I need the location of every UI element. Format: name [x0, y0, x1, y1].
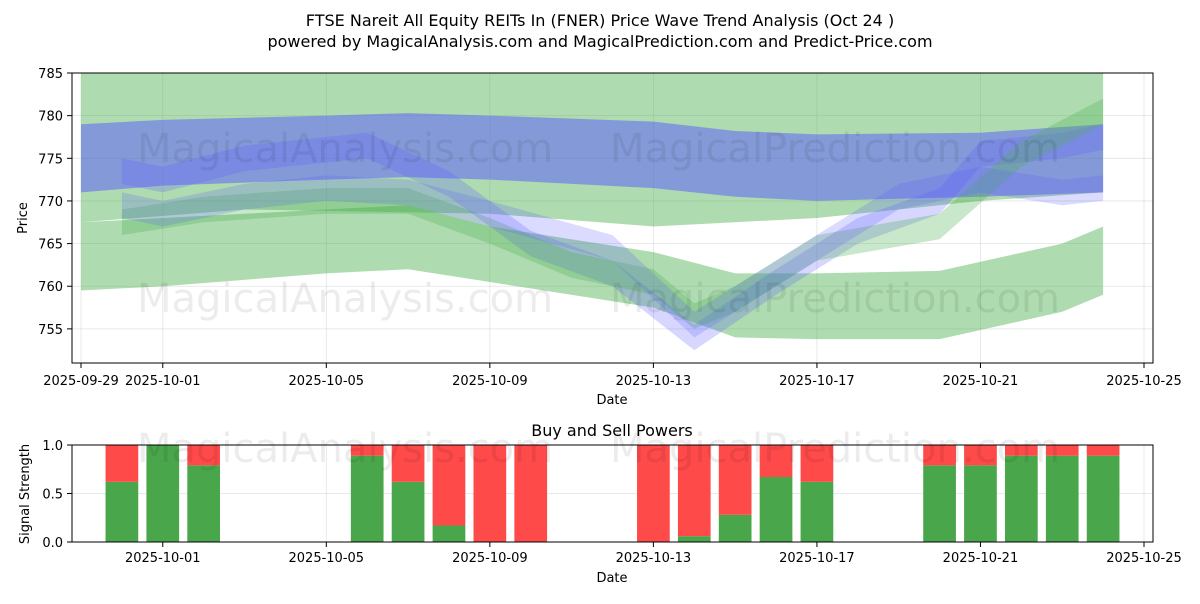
signal-x-tick-label: 2025-10-17 [779, 551, 855, 566]
signal-bars [105, 445, 1120, 542]
price-wave-bands [81, 73, 1104, 351]
price-x-tick-label: 2025-10-05 [289, 374, 365, 389]
sell-bar [800, 445, 834, 482]
sell-bar [637, 445, 670, 542]
price-x-tick-label: 2025-09-29 [43, 374, 119, 389]
watermark-top-right-1: MagicalPrediction.com [610, 126, 1060, 172]
buy-bar [391, 481, 425, 542]
price-axes-frame [71, 72, 1154, 364]
signal-x-tick-label: 2025-10-21 [943, 551, 1019, 566]
buy-bar [677, 536, 711, 542]
buy-bar [187, 465, 221, 542]
price-ticks: 2025-09-29 2025-10-01 2025-10-05 2025-10-09… [38, 67, 1182, 389]
band-green-lower-wide [81, 205, 1104, 340]
sell-bar [1004, 445, 1038, 456]
price-panel: MagicalAnalysis.com MagicalPrediction.co… [16, 67, 1182, 408]
price-y-tick-label: 760 [38, 280, 63, 295]
buy-bar [1045, 455, 1079, 542]
band-wave-path-1 [121, 124, 1104, 351]
chart-title-line1: FTSE Nareit All Equity REITs In (FNER) P… [306, 11, 894, 30]
price-x-tick-label: 2025-10-25 [1106, 374, 1182, 389]
price-y-tick-label: 775 [38, 152, 63, 167]
signal-x-tick-label: 2025-10-05 [289, 551, 365, 566]
buy-bar [432, 525, 466, 542]
sell-bar [391, 445, 425, 482]
sell-bar [923, 445, 956, 466]
sell-bar [350, 445, 384, 456]
sell-bar [105, 445, 139, 482]
sell-bar [432, 445, 466, 526]
sell-bar [718, 445, 752, 515]
signal-ticks: 2025-10-01 2025-10-05 2025-10-09 2025-10-13… [42, 439, 1181, 566]
watermark-top-left-1: MagicalAnalysis.com [137, 126, 553, 172]
band-blue-main [81, 113, 1104, 201]
watermark-top-right-2: MagicalPrediction.com [610, 276, 1060, 322]
sell-bar [1086, 445, 1120, 456]
price-x-axis-label: Date [596, 393, 627, 408]
sell-bar [677, 445, 711, 537]
price-y-tick-label: 755 [38, 323, 63, 338]
price-x-tick-label: 2025-10-13 [616, 374, 692, 389]
watermark-bottom-left: MagicalAnalysis.com [137, 426, 553, 472]
signal-x-tick-label: 2025-10-09 [452, 551, 528, 566]
price-y-axis-label: Price [16, 202, 31, 234]
signal-x-tick-label: 2025-10-01 [125, 551, 201, 566]
buy-bar [964, 465, 997, 542]
signal-panel-title: Buy and Sell Powers [531, 421, 693, 440]
signal-x-tick-label: 2025-10-13 [616, 551, 692, 566]
sell-bar [1045, 445, 1079, 456]
band-wave-path-2 [121, 98, 1104, 329]
signal-y-tick-label: 0.0 [42, 536, 63, 551]
price-y-tick-label: 770 [38, 195, 63, 210]
buy-bar [759, 477, 793, 542]
buy-bar [800, 481, 834, 542]
signal-y-tick-label: 1.0 [42, 439, 63, 454]
signal-x-axis-label: Date [596, 571, 627, 586]
price-x-tick-label: 2025-10-01 [125, 374, 201, 389]
price-x-tick-label: 2025-10-09 [452, 374, 528, 389]
price-x-tick-label: 2025-10-17 [779, 374, 855, 389]
sell-bar [759, 445, 793, 478]
price-y-tick-label: 785 [38, 67, 63, 82]
buy-bar [923, 465, 956, 542]
watermark-top-left-2: MagicalAnalysis.com [137, 276, 553, 322]
sell-bar [514, 445, 548, 542]
price-x-tick-label: 2025-10-21 [943, 374, 1019, 389]
buy-bar [1086, 455, 1120, 542]
signal-y-axis-label: Signal Strength [18, 444, 33, 544]
buy-bar [1004, 455, 1038, 542]
signal-panel: Buy and Sell Powers MagicalAnalysis.com … [18, 421, 1182, 586]
price-y-tick-label: 780 [38, 110, 63, 125]
chart-title-line2: powered by MagicalAnalysis.com and Magic… [267, 32, 932, 51]
buy-bar [718, 514, 752, 542]
buy-bar [350, 455, 384, 542]
watermark-bottom-right: MagicalPrediction.com [610, 426, 1060, 472]
sell-bar [964, 445, 997, 466]
signal-x-tick-label: 2025-10-25 [1106, 551, 1182, 566]
signal-y-tick-label: 0.5 [42, 488, 63, 503]
band-wave-path-3 [121, 166, 1104, 338]
price-y-tick-label: 765 [38, 238, 63, 253]
sell-bar [473, 445, 507, 542]
sell-bar [187, 445, 221, 466]
buy-bar [146, 445, 180, 542]
buy-bar [105, 481, 139, 542]
